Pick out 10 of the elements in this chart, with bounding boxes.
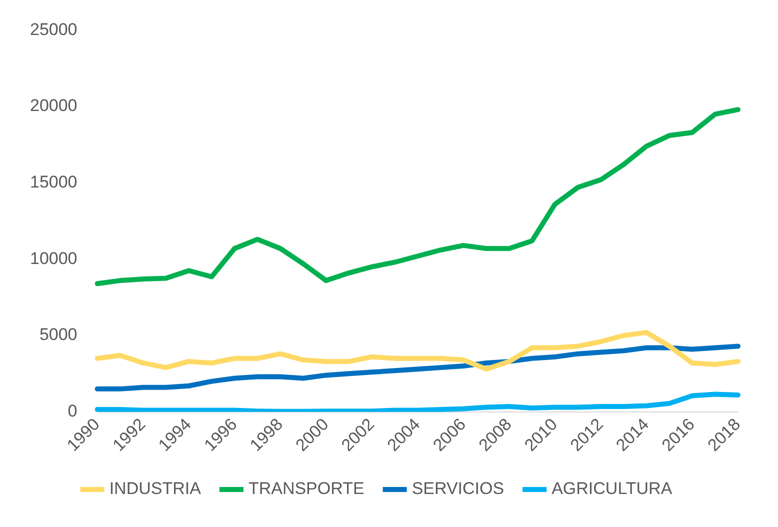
- y-tick-label: 5000: [39, 325, 78, 344]
- y-tick-label: 25000: [30, 20, 78, 39]
- y-tick-label: 0: [68, 402, 78, 421]
- legend-label: TRANSPORTE: [248, 479, 364, 498]
- legend-label: SERVICIOS: [412, 479, 504, 498]
- legend-label: AGRICULTURA: [552, 479, 673, 498]
- y-tick-label: 15000: [30, 172, 78, 192]
- legend-label: INDUSTRIA: [109, 479, 202, 498]
- y-tick-label: 10000: [30, 248, 78, 268]
- y-tick-label: 20000: [30, 96, 78, 116]
